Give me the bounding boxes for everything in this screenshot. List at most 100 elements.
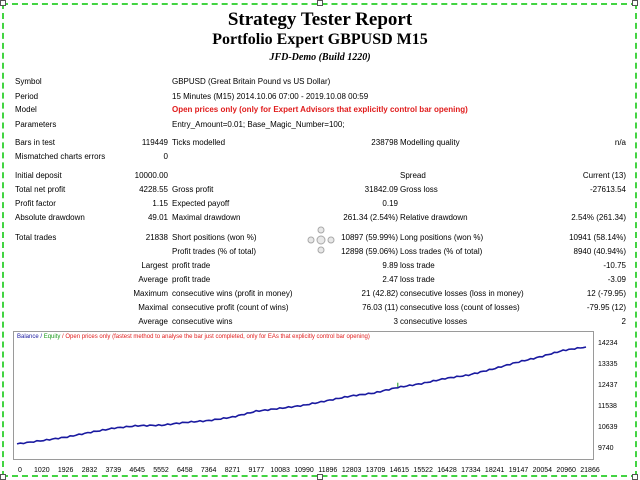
- parameters-value: Entry_Amount=0.01; Base_Magic_Number=100…: [172, 120, 345, 129]
- long-value: 10941 (58.14%): [569, 233, 626, 242]
- loss-trades-label: Loss trades (% of total): [400, 247, 483, 256]
- y-tick-label: 10639: [598, 424, 618, 431]
- ticks-label: Ticks modelled: [172, 138, 226, 147]
- balance-line: [16, 346, 587, 445]
- average-loss-label: loss trade: [400, 275, 435, 284]
- mismatch-label: Mismatched charts errors: [15, 152, 106, 161]
- mismatch-value: 0: [163, 152, 168, 161]
- x-tick-label: 12803: [341, 467, 362, 474]
- x-tick-label: 6458: [177, 467, 193, 474]
- grossloss-value: -27613.54: [589, 185, 626, 194]
- bars-label: Bars in test: [15, 138, 56, 147]
- deposit-label: Initial deposit: [15, 171, 62, 180]
- payoff-label: Expected payoff: [172, 199, 230, 208]
- legend-note: / Open prices only (fastest method to an…: [60, 334, 370, 340]
- chart-legend: Balance / Equity / Open prices only (fas…: [17, 334, 370, 340]
- resize-handle-bottom-left[interactable]: [0, 474, 6, 480]
- max-consec-losses-label: consecutive losses (loss in money): [400, 289, 524, 298]
- max-consec-losses-value: 12 (-79.95): [586, 289, 626, 298]
- legend-balance: Balance: [17, 334, 39, 340]
- x-tick-label: 4645: [129, 467, 145, 474]
- y-tick-label: 13335: [598, 361, 618, 368]
- parameters-label: Parameters: [15, 120, 57, 129]
- symbol-value: GBPUSD (Great Britain Pound vs US Dollar…: [172, 77, 331, 86]
- y-tick-label: 11538: [598, 403, 617, 410]
- payoff-value: 0.19: [382, 199, 398, 208]
- x-tick-label: 10083: [270, 467, 290, 474]
- resize-handle-top-right[interactable]: [632, 0, 638, 6]
- x-tick-label: 7364: [200, 467, 217, 474]
- quality-value: n/a: [614, 138, 626, 147]
- trades-value: 21838: [145, 233, 168, 242]
- quality-label: Modelling quality: [400, 138, 460, 147]
- x-tick-label: 1020: [34, 467, 50, 474]
- x-tick-label: 14615: [389, 467, 410, 474]
- balance-chart: [13, 331, 594, 460]
- resize-handle-bottom[interactable]: [317, 474, 323, 480]
- symbol-label: Symbol: [15, 77, 42, 86]
- report-subtitle: Portfolio Expert GBPUSD M15: [212, 31, 428, 48]
- average-loss-value: -3.09: [607, 275, 626, 284]
- average-profit-value: 2.47: [382, 275, 398, 284]
- loss-trades-value: 8940 (40.94%): [573, 247, 626, 256]
- move-cross-icon[interactable]: [307, 226, 335, 254]
- deposit-value: 10000.00: [134, 171, 168, 180]
- resize-handle-top[interactable]: [317, 0, 323, 6]
- x-tick-label: 9177: [248, 467, 265, 474]
- max-consec-wins-value: 21 (42.82): [361, 289, 398, 298]
- maximal-consec-loss-value: -79.95 (12): [586, 303, 626, 312]
- profit-trades-label: Profit trades (% of total): [172, 247, 257, 256]
- largest-loss-label: loss trade: [400, 261, 435, 270]
- short-value: 10897 (59.99%): [341, 233, 398, 242]
- resize-handle-top-left[interactable]: [0, 0, 6, 6]
- reldd-value: 2.54% (261.34): [571, 213, 626, 222]
- ticks-value: 238798: [371, 138, 398, 147]
- model-label: Model: [15, 105, 37, 114]
- maxdd-label: Maximal drawdown: [172, 213, 241, 222]
- netprofit-label: Total net profit: [15, 185, 66, 194]
- long-label: Long positions (won %): [400, 233, 484, 242]
- profitfactor-value: 1.15: [152, 199, 168, 208]
- x-tick-label: 0: [18, 467, 22, 474]
- x-tick-label: 16428: [437, 467, 457, 474]
- x-tick-label: 13709: [365, 467, 386, 474]
- resize-handle-bottom-right[interactable]: [632, 474, 638, 480]
- y-tick-label: 12437: [598, 382, 618, 389]
- avg-consec-losses-value: 2: [621, 317, 626, 326]
- absdd-value: 49.01: [147, 213, 168, 222]
- reldd-label: Relative drawdown: [400, 213, 468, 222]
- x-tick-label: 3739: [105, 467, 122, 474]
- maximal-consec-profit-label: consecutive profit (count of wins): [172, 303, 289, 312]
- x-tick-label: 18241: [484, 467, 505, 474]
- maximal-label: Maximal: [138, 303, 168, 312]
- x-tick-label: 21866: [580, 467, 600, 474]
- maximum-label: Maximum: [133, 289, 168, 298]
- bars-value: 119449: [141, 138, 168, 147]
- maxdd-value: 261.34 (2.54%): [343, 213, 398, 222]
- x-tick-label: 11896: [318, 467, 338, 474]
- largest-label: Largest: [141, 261, 168, 270]
- largest-profit-value: 9.89: [382, 261, 398, 270]
- maximal-consec-profit-value: 76.03 (11): [362, 303, 398, 312]
- report-title: Strategy Tester Report: [227, 9, 413, 30]
- spread-value: Current (13): [582, 171, 626, 180]
- y-tick-label: 9740: [598, 445, 614, 452]
- spread-label: Spread: [400, 171, 426, 180]
- absdd-label: Absolute drawdown: [15, 213, 85, 222]
- profit-trades-value: 12898 (59.06%): [341, 247, 398, 256]
- netprofit-value: 4228.55: [139, 185, 168, 194]
- average2-label: Average: [138, 317, 168, 326]
- largest-profit-label: profit trade: [172, 261, 211, 270]
- avg-consec-wins-value: 3: [393, 317, 398, 326]
- x-tick-label: 20960: [556, 467, 576, 474]
- avg-consec-wins-label: consecutive wins: [172, 317, 233, 326]
- x-tick-label: 15522: [413, 467, 433, 474]
- largest-loss-value: -10.75: [603, 261, 626, 270]
- x-tick-label: 17334: [461, 467, 481, 474]
- x-tick-label: 20054: [532, 467, 553, 474]
- avg-consec-losses-label: consecutive losses: [400, 317, 468, 326]
- legend-separator: /: [38, 334, 44, 340]
- grossloss-label: Gross loss: [400, 185, 438, 194]
- trades-label: Total trades: [15, 233, 57, 242]
- short-label: Short positions (won %): [172, 233, 257, 242]
